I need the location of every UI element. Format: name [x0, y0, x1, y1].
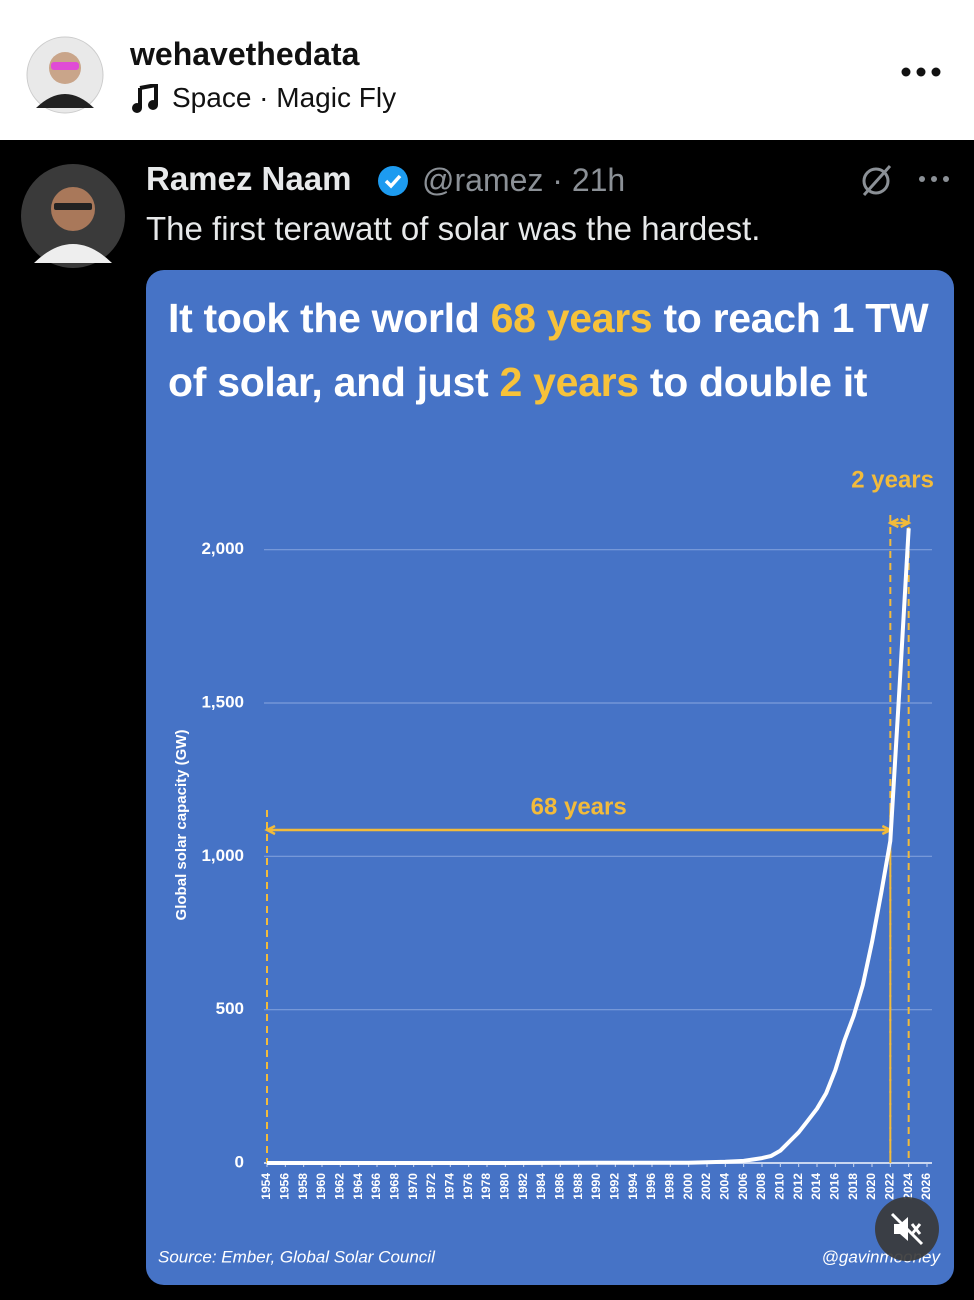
x-tick-label: 1998 [663, 1173, 677, 1200]
post-header: wehavethedata Space · Magic Fly [0, 0, 974, 140]
tweet-author[interactable]: Ramez Naam [146, 160, 352, 197]
y-tick-label: 1,500 [201, 692, 244, 711]
x-tick-label: 1988 [571, 1173, 585, 1200]
annotation-arrow [887, 517, 912, 529]
x-tick-label: 1960 [314, 1173, 328, 1200]
x-tick-label: 2006 [736, 1173, 750, 1200]
x-tick-label: 1970 [406, 1173, 420, 1200]
x-tick-label: 2010 [773, 1173, 787, 1200]
more-menu[interactable] [898, 64, 944, 80]
music-label[interactable]: Space · Magic Fly [172, 82, 397, 113]
y-axis-label: Global solar capacity (GW) [173, 730, 190, 921]
x-tick-label: 1994 [626, 1173, 640, 1200]
x-tick-label: 1980 [498, 1173, 512, 1200]
annotation-arrow [264, 824, 894, 836]
x-tick-label: 2018 [846, 1173, 860, 1200]
chart-card: It took the world 68 years to reach 1 TW… [146, 270, 954, 1285]
x-tick-label: 2022 [883, 1173, 897, 1200]
x-tick-label: 2014 [809, 1173, 823, 1200]
source: Source: Ember, Global Solar Council [158, 1247, 436, 1266]
x-tick-label: 1986 [553, 1173, 567, 1200]
x-tick-label: 1976 [461, 1173, 475, 1200]
x-tick-label: 2004 [718, 1173, 732, 1200]
tweet-more[interactable] [916, 172, 952, 186]
chart-title: It took the world 68 years to reach 1 TW… [168, 286, 938, 414]
x-tick-label: 2016 [828, 1173, 842, 1200]
title-text: to double it [638, 359, 868, 405]
annotation-label: 2 years [851, 466, 934, 493]
title-highlight: 68 years [490, 295, 653, 341]
music-icon [132, 84, 158, 113]
x-tick-label: 1990 [589, 1173, 603, 1200]
y-tick-label: 0 [235, 1152, 244, 1171]
x-tick-label: 2020 [864, 1173, 878, 1200]
username[interactable]: wehavethedata [130, 36, 360, 72]
title-highlight: 2 years [499, 359, 639, 405]
x-tick-label: 1962 [333, 1173, 347, 1200]
tweet-meta: @ramez · 21h [422, 162, 626, 198]
x-tick-label: 1966 [369, 1173, 383, 1200]
title-text: to reach 1 TW of solar, and just [168, 295, 929, 405]
x-tick-label: 1968 [388, 1173, 402, 1200]
chart: Global solar capacity (GW) Source: Ember… [158, 466, 941, 1266]
tweet-avatar[interactable] [20, 163, 126, 269]
x-tick-label: 2026 [919, 1173, 933, 1200]
x-tick-label: 1956 [278, 1173, 292, 1200]
x-tick-label: 1954 [259, 1173, 273, 1200]
y-tick-label: 2,000 [201, 539, 244, 558]
x-tick-label: 2024 [901, 1173, 915, 1200]
x-tick-label: 2012 [791, 1173, 805, 1200]
x-tick-label: 1972 [424, 1173, 438, 1200]
mute-button[interactable] [874, 1196, 940, 1262]
x-tick-label: 2002 [699, 1173, 713, 1200]
grok-icon[interactable] [858, 162, 894, 198]
x-tick-label: 2000 [681, 1173, 695, 1200]
x-tick-label: 1964 [351, 1173, 365, 1200]
profile-avatar[interactable] [26, 36, 104, 114]
x-tick-label: 1982 [516, 1173, 530, 1200]
data-line [267, 528, 911, 1165]
x-tick-label: 1996 [644, 1173, 658, 1200]
annotation-label: 68 years [531, 793, 627, 820]
x-tick-label: 1974 [443, 1173, 457, 1200]
tweet-text: The first terawatt of solar was the hard… [146, 210, 761, 247]
y-tick-label: 500 [216, 999, 244, 1018]
x-tick-label: 2008 [754, 1173, 768, 1200]
x-tick-label: 1978 [479, 1173, 493, 1200]
y-tick-label: 1,000 [201, 846, 244, 865]
title-text: It took the world [168, 295, 491, 341]
x-tick-label: 1958 [296, 1173, 310, 1200]
verified-badge [378, 166, 408, 196]
x-tick-label: 1984 [534, 1173, 548, 1200]
x-tick-label: 1992 [608, 1173, 622, 1200]
